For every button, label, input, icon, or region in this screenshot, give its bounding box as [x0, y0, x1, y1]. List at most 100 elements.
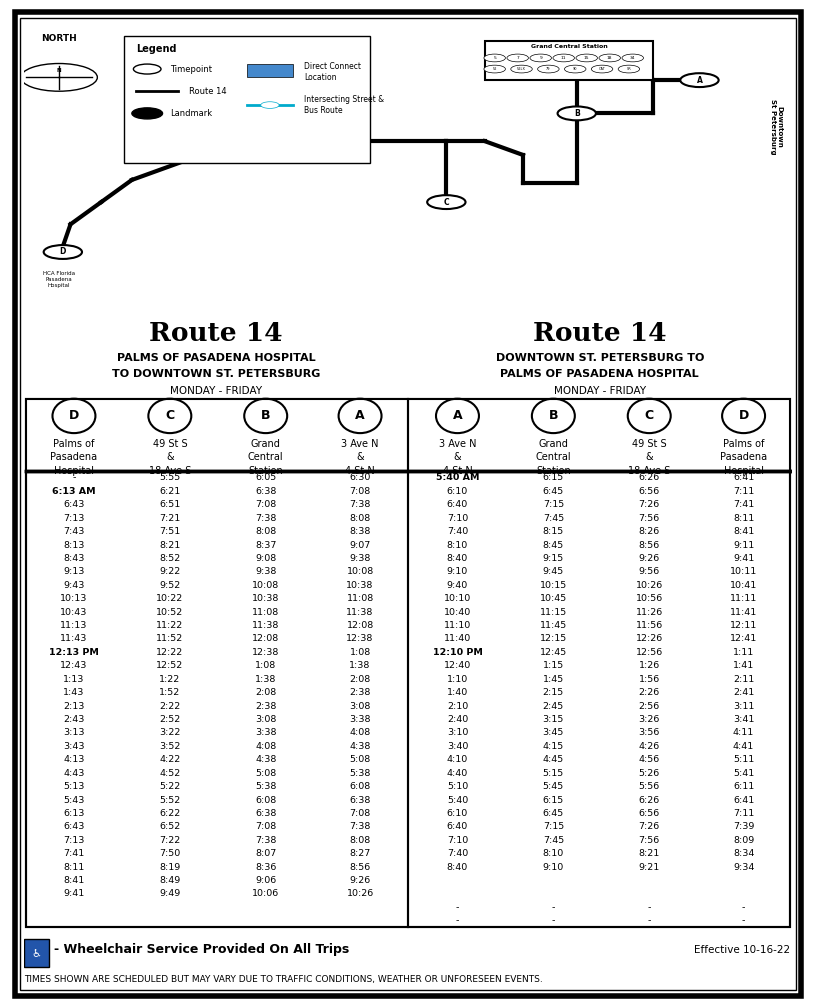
Text: D: D — [69, 409, 79, 422]
Text: Gulfport Blvd: Gulfport Blvd — [237, 142, 273, 150]
Text: 9:10: 9:10 — [447, 568, 468, 577]
Bar — [26, 579, 790, 592]
Circle shape — [149, 399, 191, 433]
Text: 18 Ave S: 18 Ave S — [628, 466, 671, 476]
Text: C: C — [166, 409, 175, 422]
Text: 4 St N: 4 St N — [442, 466, 472, 476]
Text: -: - — [456, 916, 459, 925]
Text: 3:22: 3:22 — [159, 729, 180, 738]
Text: 9:07: 9:07 — [349, 540, 370, 549]
Text: Palms of: Palms of — [53, 438, 95, 449]
Circle shape — [592, 66, 613, 73]
Text: 12:08: 12:08 — [252, 634, 279, 643]
Text: -: - — [552, 916, 555, 925]
Text: 8:36: 8:36 — [255, 863, 277, 872]
Text: 10:40: 10:40 — [444, 608, 471, 617]
Text: 8:08: 8:08 — [349, 514, 370, 523]
Text: 5: 5 — [493, 56, 496, 59]
Text: B: B — [574, 109, 579, 118]
Text: 6:13: 6:13 — [64, 809, 85, 817]
Text: 4:56: 4:56 — [639, 755, 660, 764]
Text: 5:45: 5:45 — [543, 782, 564, 791]
Text: 8:08: 8:08 — [349, 836, 370, 845]
Text: 7:56: 7:56 — [639, 836, 660, 845]
Text: 11:13: 11:13 — [60, 621, 87, 630]
Text: 5:38: 5:38 — [255, 782, 277, 791]
Text: ♿: ♿ — [32, 948, 42, 958]
Text: 7:13: 7:13 — [64, 836, 85, 845]
Text: 5:40 AM: 5:40 AM — [436, 474, 479, 483]
Text: 12:11: 12:11 — [730, 621, 757, 630]
Text: 6:40: 6:40 — [447, 823, 468, 832]
Text: C: C — [444, 198, 449, 207]
Text: 2:38: 2:38 — [255, 702, 277, 711]
Text: 3:26: 3:26 — [639, 715, 660, 724]
Circle shape — [565, 66, 586, 73]
Text: A: A — [697, 76, 703, 85]
Text: Hospital: Hospital — [54, 466, 94, 476]
Circle shape — [484, 54, 505, 61]
Text: Direct Connect
Location: Direct Connect Location — [304, 62, 361, 82]
Text: Downtown
St Petersburg: Downtown St Petersburg — [769, 100, 783, 155]
Bar — [124, 36, 370, 163]
Text: 1:22: 1:22 — [159, 674, 180, 683]
Circle shape — [20, 64, 97, 92]
Text: 9:11: 9:11 — [733, 540, 754, 549]
Text: 9:08: 9:08 — [255, 554, 277, 562]
Text: 5:10: 5:10 — [447, 782, 468, 791]
Text: 6:26: 6:26 — [639, 474, 660, 483]
Circle shape — [133, 65, 161, 74]
Text: Timepoint: Timepoint — [171, 65, 212, 74]
Bar — [26, 685, 790, 700]
Circle shape — [622, 54, 644, 61]
Text: 6:13 AM: 6:13 AM — [52, 487, 95, 496]
Text: CAT: CAT — [599, 68, 605, 71]
Circle shape — [599, 54, 620, 61]
Text: Route 14: Route 14 — [533, 321, 667, 346]
Text: 5:41: 5:41 — [733, 769, 754, 777]
Text: 49 St S: 49 St S — [153, 438, 187, 449]
Text: 9:52: 9:52 — [159, 581, 180, 590]
Text: 8:40: 8:40 — [447, 554, 468, 562]
Text: 6:10: 6:10 — [447, 487, 468, 496]
Text: -: - — [73, 474, 76, 483]
Text: 8:43: 8:43 — [64, 554, 85, 562]
Circle shape — [619, 66, 640, 73]
Text: 2:11: 2:11 — [733, 674, 754, 683]
Text: 7:40: 7:40 — [447, 849, 468, 858]
Circle shape — [244, 399, 287, 433]
Text: 12:38: 12:38 — [346, 634, 374, 643]
Text: 4:38: 4:38 — [349, 742, 370, 751]
Text: 7:08: 7:08 — [255, 823, 277, 832]
Text: 6:08: 6:08 — [255, 795, 277, 804]
Text: 8:09: 8:09 — [733, 836, 754, 845]
Bar — [26, 659, 790, 672]
Text: TIMES SHOWN ARE SCHEDULED BUT MAY VARY DUE TO TRAFFIC CONDITIONS, WEATHER OR UNF: TIMES SHOWN ARE SCHEDULED BUT MAY VARY D… — [24, 976, 543, 985]
Bar — [26, 874, 790, 887]
Text: 6:52: 6:52 — [159, 823, 180, 832]
Text: 8:38: 8:38 — [349, 527, 370, 536]
Text: Central: Central — [248, 453, 283, 463]
Text: 6:45: 6:45 — [543, 487, 564, 496]
Circle shape — [722, 399, 765, 433]
Text: Legend: Legend — [135, 44, 176, 54]
Text: 11:52: 11:52 — [156, 634, 184, 643]
Text: Grand: Grand — [251, 438, 281, 449]
Text: 9: 9 — [539, 56, 542, 59]
Text: 3:38: 3:38 — [349, 715, 370, 724]
Circle shape — [43, 245, 82, 259]
Text: 9:10: 9:10 — [543, 863, 564, 872]
Text: 11:26: 11:26 — [636, 608, 663, 617]
Text: 8:15: 8:15 — [543, 527, 564, 536]
Text: 8:10: 8:10 — [543, 849, 564, 858]
Text: 10:11: 10:11 — [730, 568, 757, 577]
Text: 7:08: 7:08 — [255, 500, 277, 509]
Text: 1:26: 1:26 — [639, 661, 660, 670]
Text: 4:52: 4:52 — [159, 769, 180, 777]
Bar — [247, 64, 293, 78]
Bar — [26, 632, 790, 646]
Text: 5:22: 5:22 — [159, 782, 180, 791]
Bar — [26, 551, 790, 565]
Text: 5:55: 5:55 — [159, 474, 180, 483]
Text: 8:56: 8:56 — [639, 540, 660, 549]
